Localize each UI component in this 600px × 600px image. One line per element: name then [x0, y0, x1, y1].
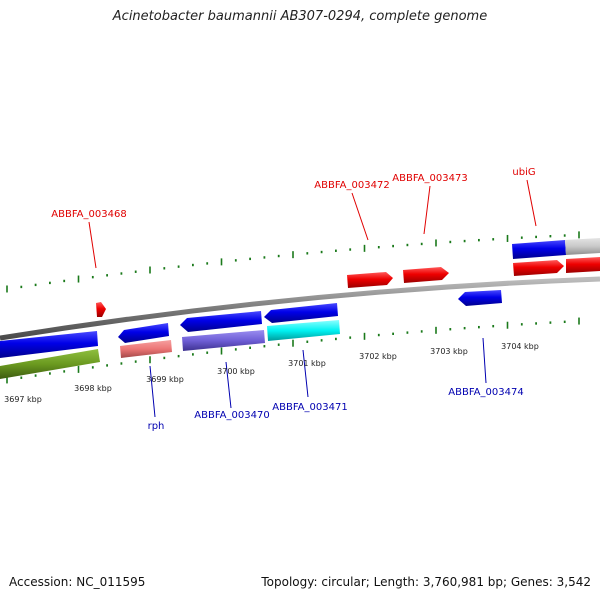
genome-backbone [0, 276, 600, 341]
gene-rph[interactable] [120, 340, 172, 358]
inner-tick-row [6, 317, 580, 384]
map-title: Acinetobacter baumannii AB307-0294, comp… [112, 9, 488, 24]
label-ABBFA_003474[interactable]: ABBFA_003474 [448, 387, 523, 398]
genome-summary-text: Topology: circular; Length: 3,760,981 bp… [261, 575, 591, 589]
label-ABBFA_003473[interactable]: ABBFA_003473 [392, 173, 467, 184]
kbp-label-3700: 3700 kbp [217, 367, 255, 376]
kbp-label-3702: 3702 kbp [359, 352, 397, 361]
pointer-ABBFA_003470 [225, 361, 232, 409]
gene-forward-edge[interactable] [566, 257, 600, 273]
reverse-strand-genes [0, 238, 600, 379]
gene-ABBFA_003471[interactable] [267, 320, 340, 341]
gene-ubiG[interactable] [513, 260, 564, 276]
gene-ABBFA_003468[interactable] [96, 302, 106, 317]
label-ABBFA_003471[interactable]: ABBFA_003471 [272, 402, 347, 413]
pointer-ABBFA_003473 [423, 185, 431, 235]
scale-labels: 3697 kbp 3698 kbp 3699 kbp 3700 kbp 3701… [4, 342, 539, 404]
kbp-label-3698: 3698 kbp [74, 384, 112, 393]
gene-ABBFA_003474[interactable] [458, 290, 502, 306]
pointer-ABBFA_003468 [88, 221, 97, 269]
pointer-ABBFA_003471 [302, 349, 309, 398]
gene-ABBFA_003470[interactable] [182, 330, 265, 351]
gene-reverse-gray[interactable] [565, 238, 600, 255]
label-ABBFA_003468[interactable]: ABBFA_003468 [51, 209, 126, 220]
gene-ABBFA_003473[interactable] [403, 267, 449, 283]
accession-text: Accession: NC_011595 [9, 575, 146, 589]
kbp-label-3704: 3704 kbp [501, 342, 539, 351]
outer-tick-row [6, 231, 580, 293]
gene-ABBFA_003472[interactable] [347, 272, 393, 288]
kbp-label-3697: 3697 kbp [4, 395, 42, 404]
kbp-label-3701: 3701 kbp [288, 359, 326, 368]
gene-reverse-1[interactable] [0, 331, 98, 358]
forward-strand-genes [96, 257, 600, 317]
label-ABBFA_003470[interactable]: ABBFA_003470 [194, 410, 269, 421]
gene-reverse-6[interactable] [512, 240, 566, 259]
pointer-ABBFA_003472 [351, 192, 369, 241]
kbp-label-3703: 3703 kbp [430, 347, 468, 356]
pointer-rph [149, 365, 156, 418]
kbp-label-3699: 3699 kbp [146, 375, 184, 384]
gene-reverse-3[interactable] [118, 323, 169, 343]
label-rph[interactable]: rph [148, 421, 165, 432]
gene-labels: ABBFA_003468 ABBFA_003472 ABBFA_003473 u… [51, 167, 535, 432]
label-ABBFA_003472[interactable]: ABBFA_003472 [314, 180, 389, 191]
label-pointer-lines [88, 179, 537, 418]
pointer-ABBFA_003474 [482, 337, 487, 384]
label-ubiG[interactable]: ubiG [512, 167, 535, 178]
gene-reverse-5[interactable] [264, 303, 338, 323]
gene-reverse-4[interactable] [180, 311, 262, 332]
gene-reverse-2[interactable] [0, 349, 100, 379]
pointer-ubiG [526, 179, 537, 227]
